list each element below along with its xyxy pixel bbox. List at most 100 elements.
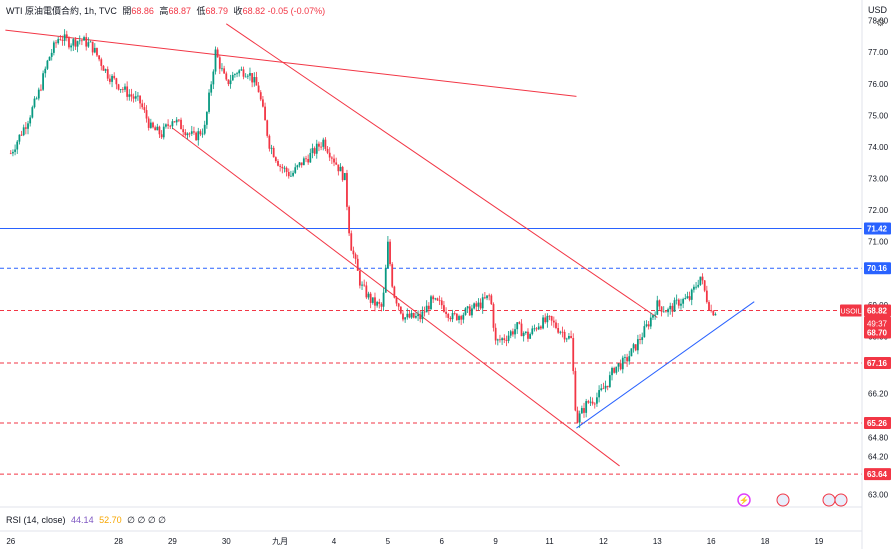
candle-body xyxy=(540,326,542,329)
candle-body xyxy=(212,71,215,85)
candle-body xyxy=(18,134,21,142)
candle-body xyxy=(548,315,551,317)
candle-body xyxy=(499,339,501,341)
y-tick-label: 72.00 xyxy=(868,206,889,215)
x-tick-label: 6 xyxy=(440,537,445,546)
candle-body xyxy=(335,162,338,165)
candle-body xyxy=(249,73,251,76)
candle-body xyxy=(333,158,335,163)
candle-body xyxy=(31,107,34,118)
candle-body xyxy=(475,303,478,307)
candle-body xyxy=(193,131,195,133)
gear-icon[interactable]: ⚙ xyxy=(876,18,885,29)
close-value: 68.82 xyxy=(242,6,266,16)
candle-body xyxy=(274,157,277,162)
candle-body xyxy=(412,312,415,318)
candle-body xyxy=(270,147,273,149)
candle-body xyxy=(529,334,532,339)
candle-body xyxy=(96,47,98,56)
candle-body xyxy=(406,313,409,318)
candle-body xyxy=(699,276,702,285)
candle-body xyxy=(203,124,206,134)
candle-body xyxy=(378,301,381,304)
candle-body xyxy=(188,133,191,135)
candle-body xyxy=(205,111,208,125)
candle-body xyxy=(617,363,620,367)
candle-body xyxy=(445,311,447,314)
x-tick-label: 18 xyxy=(761,537,770,546)
candle-body xyxy=(233,74,236,75)
candle-body xyxy=(636,339,639,351)
us-flag-icon[interactable] xyxy=(834,493,848,507)
candle-body xyxy=(119,89,122,90)
candle-body xyxy=(615,366,618,373)
candle-body xyxy=(339,166,342,172)
candle-body xyxy=(152,122,154,128)
candle-body xyxy=(531,328,534,335)
candle-body xyxy=(27,123,29,129)
candle-body xyxy=(337,164,340,172)
candle-body xyxy=(423,311,426,313)
candle-body xyxy=(201,133,204,135)
candle-body xyxy=(354,254,357,259)
candle-body xyxy=(221,68,223,70)
candle-body xyxy=(253,77,256,83)
candle-body xyxy=(505,340,508,341)
candle-body xyxy=(93,47,96,53)
candle-body xyxy=(149,122,152,128)
candle-body xyxy=(63,34,66,41)
candle-body xyxy=(50,52,53,57)
price-level-value: 70.16 xyxy=(867,264,888,273)
candle-body xyxy=(473,303,475,309)
candle-body xyxy=(100,59,103,66)
candle-body xyxy=(242,69,245,77)
candle-body xyxy=(443,305,445,312)
candle-body xyxy=(591,401,594,404)
candle-body xyxy=(33,98,36,108)
candle-body xyxy=(421,311,424,320)
candle-body xyxy=(358,270,361,286)
candle-body xyxy=(341,166,344,181)
candle-body xyxy=(639,339,641,341)
candle-body xyxy=(600,388,603,391)
candle-body xyxy=(520,323,523,337)
candle-body xyxy=(322,139,325,147)
candle-body xyxy=(330,157,333,159)
candle-body xyxy=(649,317,652,327)
x-tick-label: 16 xyxy=(707,537,716,546)
currency-label[interactable]: USD xyxy=(867,5,887,15)
candle-body xyxy=(296,165,299,168)
candle-body xyxy=(223,68,226,74)
candle-body xyxy=(113,75,116,79)
low-value: 68.79 xyxy=(205,6,229,16)
candle-body xyxy=(197,131,200,141)
candle-body xyxy=(229,80,232,85)
trendline xyxy=(172,127,620,467)
candle-body xyxy=(654,314,657,316)
candle-body xyxy=(677,299,680,306)
candle-body xyxy=(492,304,495,328)
x-tick-label: 30 xyxy=(222,537,231,546)
candle-body xyxy=(363,284,366,286)
candle-body xyxy=(128,94,131,97)
candle-body xyxy=(593,403,596,405)
candle-body xyxy=(195,132,198,141)
candle-body xyxy=(624,357,626,359)
y-tick-label: 64.20 xyxy=(868,452,889,461)
candle-body xyxy=(415,315,417,318)
lightning-icon[interactable] xyxy=(737,493,751,507)
candle-body xyxy=(89,41,92,43)
candle-body xyxy=(24,127,27,129)
us-flag-icon[interactable] xyxy=(776,493,790,507)
candle-body xyxy=(477,302,480,307)
candle-body xyxy=(436,298,439,301)
price-level-tag xyxy=(864,262,891,275)
candle-body xyxy=(216,49,219,58)
candle-body xyxy=(352,250,355,255)
candle-body xyxy=(460,316,463,320)
candle-body xyxy=(294,167,297,173)
candle-body xyxy=(184,132,187,136)
x-tick-label: 九月 xyxy=(272,537,288,546)
us-flag-icon[interactable] xyxy=(822,493,836,507)
